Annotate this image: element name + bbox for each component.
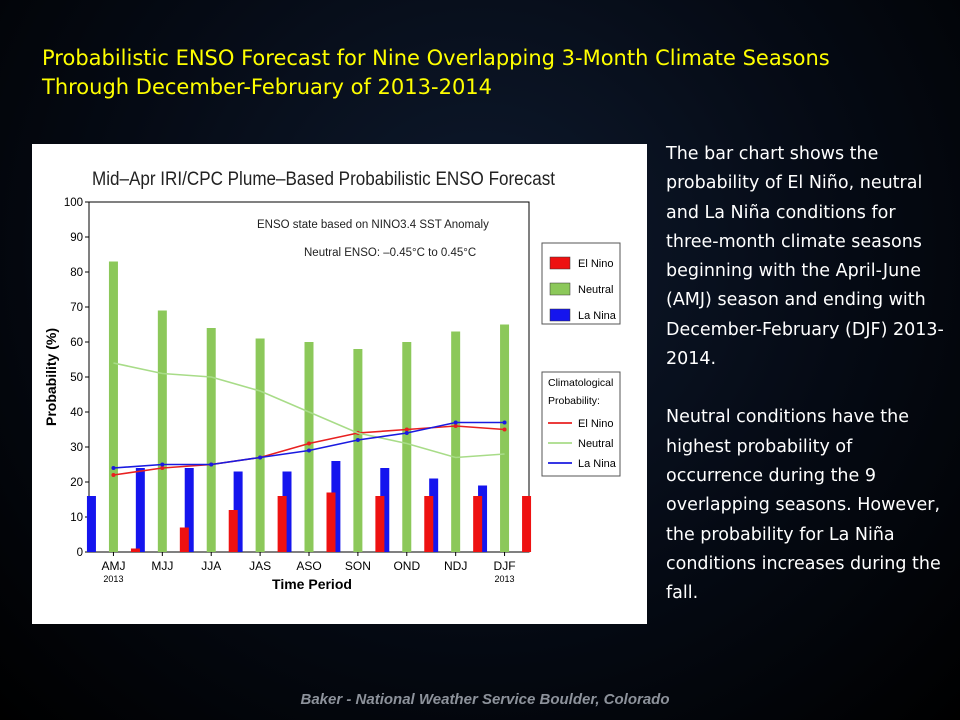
- x-tick-label: JJA: [201, 559, 221, 573]
- y-tick-label: 50: [70, 372, 83, 384]
- bar-neutral-jja: [206, 328, 216, 552]
- x-tick-label: JAS: [249, 559, 271, 573]
- bar-el-nino-djf: [522, 496, 532, 552]
- bar-el-nino-jas: [277, 496, 287, 552]
- climatology-point-la-nina: [307, 448, 311, 453]
- x-tick-sublabel: 2013: [495, 574, 515, 584]
- x-tick-label: SON: [345, 559, 371, 573]
- y-tick-label: 100: [64, 197, 83, 209]
- climatology-legend-title: Probability:: [548, 395, 600, 407]
- x-tick-label: OND: [393, 559, 420, 573]
- climatology-point-la-nina: [502, 420, 507, 425]
- explanation-paragraph-2: Neutral conditions have the highest prob…: [666, 407, 941, 604]
- bars: [86, 261, 532, 552]
- legend-label: La Nina: [578, 310, 617, 322]
- bar-neutral-mjj: [157, 310, 167, 552]
- bar-la-nina-ond: [380, 468, 390, 552]
- bar-el-nino-mjj: [179, 527, 189, 552]
- climatology-point-la-nina: [404, 431, 409, 435]
- bar-la-nina-ndj: [429, 478, 439, 552]
- enso-forecast-chart: Mid–Apr IRI/CPC Plume–Based Probabilisti…: [32, 144, 647, 624]
- legend-label: El Nino: [578, 258, 613, 270]
- x-tick-label: DJF: [494, 559, 516, 573]
- slide-title-line-1: Probabilistic ENSO Forecast for Nine Ove…: [42, 46, 830, 70]
- x-tick-label: AMJ: [101, 559, 125, 573]
- climatology-point-la-nina: [160, 462, 165, 467]
- slide-title: Probabilistic ENSO Forecast for Nine Ove…: [42, 44, 922, 102]
- bar-la-nina-jja: [184, 468, 194, 552]
- x-tick-label: NDJ: [444, 559, 467, 573]
- y-tick-label: 20: [70, 477, 83, 489]
- bar-neutral-aso: [304, 342, 314, 552]
- bar-neutral-amj: [108, 261, 118, 552]
- bar-la-nina-aso: [282, 471, 292, 552]
- climatology-legend-label: El Nino: [578, 418, 613, 430]
- bar-el-nino-amj: [130, 548, 140, 552]
- y-tick-label: 40: [70, 407, 83, 419]
- chart-title: Mid–Apr IRI/CPC Plume–Based Probabilisti…: [92, 169, 556, 190]
- climatology-point-el-nino: [453, 424, 458, 428]
- climatology-lines: [111, 362, 507, 477]
- y-tick-label: 70: [70, 302, 83, 314]
- climatology-legend-label: La Nina: [578, 458, 617, 470]
- climatology-legend-label: Neutral: [578, 438, 613, 450]
- climatology-legend-box: [541, 371, 621, 477]
- bar-el-nino-aso: [326, 492, 336, 552]
- y-tick-label: 0: [77, 547, 83, 559]
- climatology-point-la-nina: [111, 466, 116, 470]
- y-tick-label: 80: [70, 267, 83, 279]
- x-tick-sublabel: 2013: [103, 574, 123, 584]
- climatology-legend-title: Climatological: [548, 377, 613, 389]
- bar-neutral-son: [353, 349, 363, 552]
- climatology-point-la-nina: [453, 420, 458, 425]
- climatology-point-el-nino: [160, 466, 165, 470]
- legend: El Nino Neutral La Nina Climatological Proba…: [541, 242, 621, 477]
- x-axis-label: Time Period: [272, 576, 352, 592]
- y-tick-label: 90: [70, 232, 83, 244]
- y-axis: 0 10 20 30 40 50 60 70 80 90 100: [64, 197, 89, 559]
- climatology-point-el-nino: [307, 441, 311, 446]
- chart-svg: Mid–Apr IRI/CPC Plume–Based Probabilisti…: [43, 169, 621, 592]
- bar-el-nino-ndj: [473, 496, 483, 552]
- explanation-paragraph-1: The bar chart shows the probability of E…: [666, 144, 944, 370]
- climatology-point-el-nino: [404, 427, 409, 432]
- climatology-point-la-nina: [258, 455, 263, 460]
- slide-title-line-2: Through December-February of 2013-2014: [42, 75, 493, 99]
- legend-swatch-neutral: [549, 282, 571, 296]
- legend-swatch-el-nino: [549, 256, 571, 270]
- bar-neutral-ond: [402, 342, 412, 552]
- bar-neutral-djf: [500, 324, 510, 552]
- bar-la-nina-son: [331, 461, 341, 552]
- climatology-point-el-nino: [111, 473, 116, 477]
- y-axis-label: Probability (%): [43, 328, 59, 426]
- bar-el-nino-son: [375, 496, 385, 552]
- y-tick-label: 30: [70, 442, 83, 454]
- bar-neutral-ndj: [451, 331, 461, 552]
- climatology-line-neutral: [113, 362, 505, 459]
- x-tick-label: ASO: [296, 559, 321, 573]
- bar-la-nina-amj: [86, 496, 96, 552]
- bar-el-nino-ond: [424, 496, 434, 552]
- footer-credit: Baker - National Weather Service Boulder…: [300, 691, 670, 708]
- explanation-text: The bar chart shows the probability of E…: [666, 140, 951, 637]
- bar-el-nino-jja: [228, 510, 238, 552]
- bar-la-nina-mjj: [135, 468, 145, 552]
- annotation-neutral-range: Neutral ENSO: –0.45°C to 0.45°C: [304, 247, 476, 259]
- climatology-point-la-nina: [209, 462, 214, 467]
- bar-la-nina-jas: [233, 471, 243, 552]
- legend-label: Neutral: [578, 284, 613, 296]
- y-tick-label: 10: [70, 512, 83, 524]
- y-tick-label: 60: [70, 337, 83, 349]
- bar-la-nina-djf: [478, 485, 488, 552]
- annotation-sst: ENSO state based on NINO3.4 SST Anomaly: [257, 219, 489, 231]
- climatology-point-el-nino: [502, 427, 507, 432]
- legend-swatch-la-nina: [549, 308, 571, 322]
- x-tick-label: MJJ: [151, 559, 173, 573]
- climatology-point-la-nina: [355, 438, 360, 442]
- bar-neutral-jas: [255, 338, 265, 552]
